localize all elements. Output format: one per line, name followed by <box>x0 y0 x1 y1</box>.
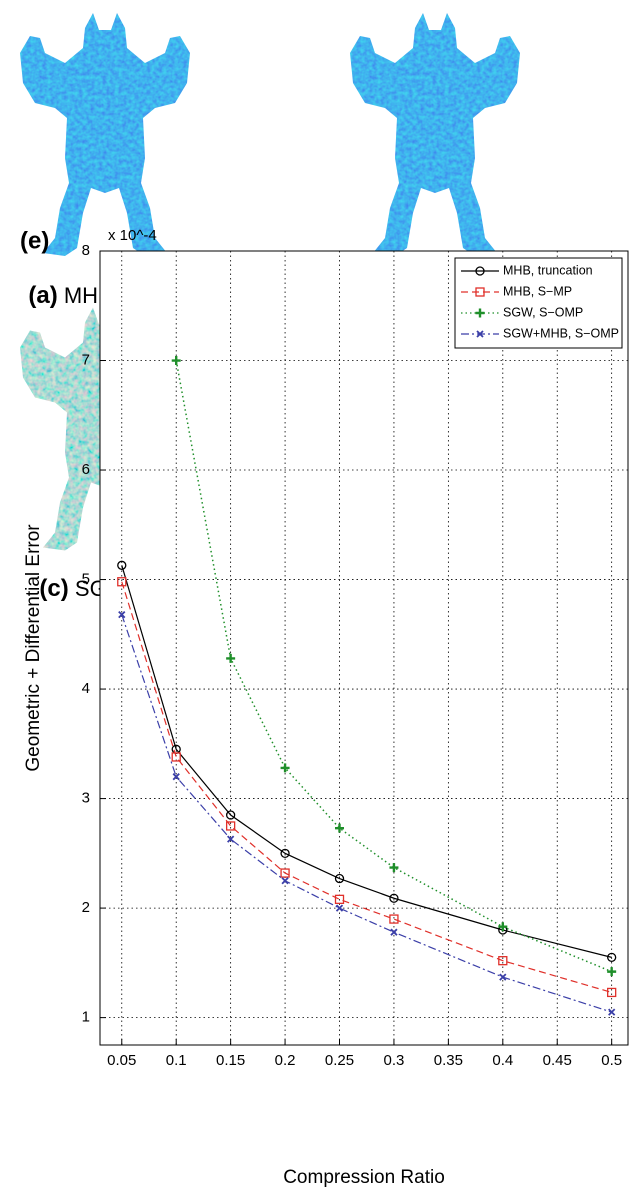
marker <box>334 873 345 884</box>
series <box>171 356 617 977</box>
legend-marker <box>475 287 485 297</box>
marker <box>281 877 289 885</box>
mesh-a <box>20 13 190 256</box>
marker <box>499 973 507 981</box>
marker <box>389 914 399 924</box>
marker <box>117 560 127 570</box>
legend-label: MHB, truncation <box>503 263 593 277</box>
marker <box>225 810 236 820</box>
marker <box>498 922 508 932</box>
x-tick-label: 0.5 <box>601 1052 622 1069</box>
y-axis-label: Geometric + Differential Error <box>23 524 44 772</box>
marker <box>334 894 345 904</box>
marker <box>172 773 180 781</box>
y-tick-label: 2 <box>82 899 90 916</box>
marker <box>280 763 290 773</box>
legend-marker <box>476 330 484 338</box>
marker <box>390 928 398 936</box>
marker <box>607 952 617 963</box>
y-tick-label: 1 <box>82 1009 90 1026</box>
legend-label: SGW, S−OMP <box>503 305 583 319</box>
marker <box>607 967 617 977</box>
y-tick-label: 5 <box>82 571 90 588</box>
y-tick-label: 4 <box>82 680 90 697</box>
x-tick-label: 0.35 <box>434 1052 463 1069</box>
marker <box>498 956 508 966</box>
legend-label: MHB, S−MP <box>503 284 572 298</box>
plot-frame <box>99 250 629 1046</box>
marker <box>607 987 617 998</box>
marker <box>335 904 344 912</box>
legend-label: SGW+MHB, S−OMP <box>503 326 619 340</box>
legend-marker <box>475 308 485 318</box>
marker <box>118 610 126 619</box>
series-line <box>121 565 612 958</box>
panel-tag: (c) <box>39 575 68 602</box>
x-tick-label: 0.45 <box>543 1052 572 1069</box>
series <box>117 577 617 998</box>
x-tick-label: 0.15 <box>216 1052 245 1069</box>
y-tick-label: 3 <box>82 790 90 807</box>
y-tick-label: 8 <box>82 242 90 259</box>
x-tick-label: 0.3 <box>384 1052 405 1069</box>
marker <box>280 848 290 858</box>
x-axis-label: Compression Ratio <box>283 1167 445 1188</box>
marker <box>171 356 181 366</box>
x-tick-label: 0.2 <box>275 1052 296 1069</box>
x-tick-label: 0.1 <box>166 1052 187 1069</box>
marker <box>225 821 236 831</box>
y-tick-label: 6 <box>82 461 90 478</box>
marker <box>280 868 290 878</box>
marker <box>226 653 236 663</box>
marker <box>389 893 399 903</box>
x-tick-label: 0.05 <box>107 1052 136 1069</box>
mesh-b <box>350 13 520 256</box>
x-tick-label: 0.25 <box>325 1052 354 1069</box>
x-tick-label: 0.4 <box>492 1052 513 1069</box>
y-multiplier: x 10^-4 <box>108 227 157 244</box>
plot-area <box>100 251 628 1045</box>
panel-tag: (a) <box>28 282 57 309</box>
marker <box>389 863 399 873</box>
series-line <box>121 581 612 994</box>
marker <box>171 752 181 762</box>
legend-box <box>454 257 623 349</box>
panel-tag: (e) <box>20 227 49 254</box>
series-line <box>121 614 612 1013</box>
marker <box>117 577 127 587</box>
marker <box>227 835 235 843</box>
y-tick-label: 7 <box>82 351 90 368</box>
marker <box>608 1008 616 1016</box>
legend: MHB, truncation MHB, S−MP SGW, S−OMP SGW+MH… <box>454 257 623 349</box>
marker <box>335 823 345 833</box>
legend-marker <box>475 266 485 276</box>
series <box>118 610 616 1016</box>
